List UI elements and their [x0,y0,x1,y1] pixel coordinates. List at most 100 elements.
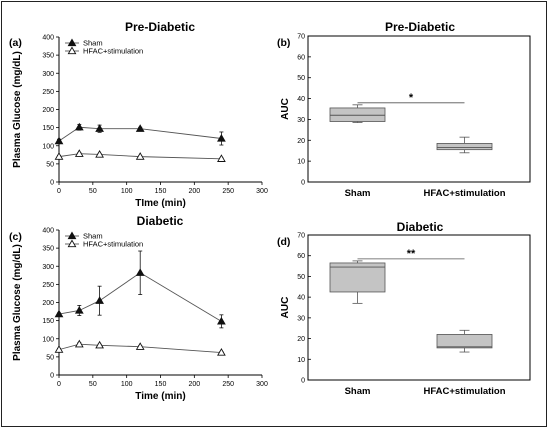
panel-c-xtick-label: 200 [188,381,200,388]
panel-c-xtick-label: 150 [155,381,167,388]
panel-b-significance-label: * [409,92,414,104]
panel-a-xtick-label: 250 [222,188,234,195]
panel-c-ytick-label: 400 [42,228,54,235]
panel-a-ytick-label: 400 [42,35,54,42]
panel-c-legend-marker [67,231,77,240]
panel-b-ytick-label: 70 [297,34,305,41]
panel-d-ytick-label: 20 [297,336,305,343]
panel-c-xtick-label: 0 [57,381,61,388]
panel-b-ytick-label: 0 [301,180,305,187]
panel-a-legend-marker [67,38,77,47]
panel-a-legend-label: Sham [83,39,103,48]
panel-d-title: Diabetic [397,220,444,234]
panel-a-ytick-label: 0 [50,180,54,187]
panel-c-series-0-point [135,268,145,276]
panel-d-category-label: HFAC+stimulation [423,386,505,397]
panel-a-xtick-label: 300 [256,188,268,195]
panel-c-xtick-label: 50 [89,381,97,388]
panel-a-series-1-point [74,149,84,157]
panel-d-ytick-label: 60 [297,253,305,260]
panel-a-xtick-label: 0 [57,188,61,195]
panel-c-series-0-point [95,296,104,304]
panel-a-ylabel: Plasma Glucose (mg/dL) [12,51,23,168]
panel-a-ytick-label: 100 [42,143,54,150]
panel-a-ytick-label: 300 [42,71,54,78]
panel-d-significance-label: ** [407,248,416,260]
panel-a-legend-marker [67,46,77,55]
panel-a-legend-label: HFAC+stimulation [83,47,143,56]
panel-a-label: (a) [9,37,22,49]
panel-c-xtick-label: 250 [222,381,234,388]
panel-c-ylabel: Plasma Glucose (mg/dL) [12,244,23,361]
panel-b-category-label: Sham [345,188,371,199]
panel-c-ytick-label: 350 [42,246,54,253]
panel-b-category-label: HFAC+stimulation [423,188,505,199]
panel-b-ytick-label: 50 [297,75,305,82]
panel-c-title: Diabetic [137,214,184,228]
panel-c-legend-label: HFAC+stimulation [83,240,143,249]
panel-d-ytick-label: 30 [297,315,305,322]
panel-c-series-1-point [54,345,64,353]
panel-c-ytick-label: 50 [46,354,54,361]
panel-b-ytick-label: 40 [297,96,305,103]
panel-a-xtick-label: 100 [121,188,133,195]
panel-b-box-1 [436,143,493,151]
panel-c-legend-label: Sham [83,232,103,241]
panel-d-ytick-label: 50 [297,274,305,281]
panel-a-series-0-point [54,136,64,145]
panel-d-plot-frame [307,234,531,381]
panel-c-series-1-point [135,342,145,350]
panel-b-title: Pre-Diabetic [385,20,455,34]
panel-a-xtick-label: 150 [155,188,167,195]
panel-b-label: (b) [277,37,290,49]
panel-d-ytick-label: 40 [297,295,305,302]
panel-b-ytick-label: 20 [297,138,305,145]
panel-d-label: (d) [277,236,290,248]
panel-d-ytick-label: 0 [301,378,305,385]
panel-a-xlabel: TIme (min) [135,198,186,209]
panel-b-plot-frame [307,35,531,183]
panel-c-ytick-label: 0 [50,373,54,380]
panel-d-ytick-label: 10 [297,357,305,364]
panel-a-ytick-label: 250 [42,89,54,96]
panel-d-box-0 [329,262,386,293]
panel-c-series-0-point [54,309,64,318]
panel-c-ytick-label: 300 [42,264,54,271]
panel-c-series-1-point [74,339,84,348]
panel-c-xlabel: Time (min) [135,391,185,402]
panel-d-ytick-label: 70 [297,233,305,240]
panel-c-label: (c) [9,231,22,243]
panel-a-ytick-label: 50 [46,161,54,168]
panel-a-series-1-point [135,152,145,160]
panel-c-xtick-label: 100 [121,381,133,388]
panel-a-series-1-point [95,149,104,158]
panel-c-ytick-label: 200 [42,300,54,307]
panel-a-series-1-point [54,152,64,160]
panel-c-series-0-point [217,316,226,325]
panel-c-series-1-point [95,340,104,349]
panel-d-box-1 [436,334,493,349]
panel-c-xtick-label: 300 [256,381,268,388]
panel-c-ytick-label: 150 [42,318,54,325]
panel-c-series-1-point [217,348,226,356]
panel-c-ytick-label: 250 [42,282,54,289]
panel-a-title: Pre-Diabetic [125,20,195,34]
panel-b-ytick-label: 10 [297,159,305,166]
panel-b-ylabel: AUC [280,98,291,120]
panel-a-xtick-label: 200 [188,188,200,195]
panel-a-series-0-point [74,122,84,131]
panel-a-series-0-point [217,133,226,142]
panel-c-legend-marker [67,239,77,248]
panel-b-box-0 [329,107,386,122]
panel-a-ytick-label: 200 [42,107,54,114]
panel-d-category-label: Sham [345,386,371,397]
panel-d-ylabel: AUC [280,297,291,319]
panel-a-ytick-label: 150 [42,125,54,132]
panel-b-ytick-label: 60 [297,54,305,61]
panel-a-series-0-point [135,124,145,132]
panel-c-series-0-point [74,305,84,314]
panel-c-ytick-label: 100 [42,336,54,343]
panel-a-series-1-point [217,154,226,162]
